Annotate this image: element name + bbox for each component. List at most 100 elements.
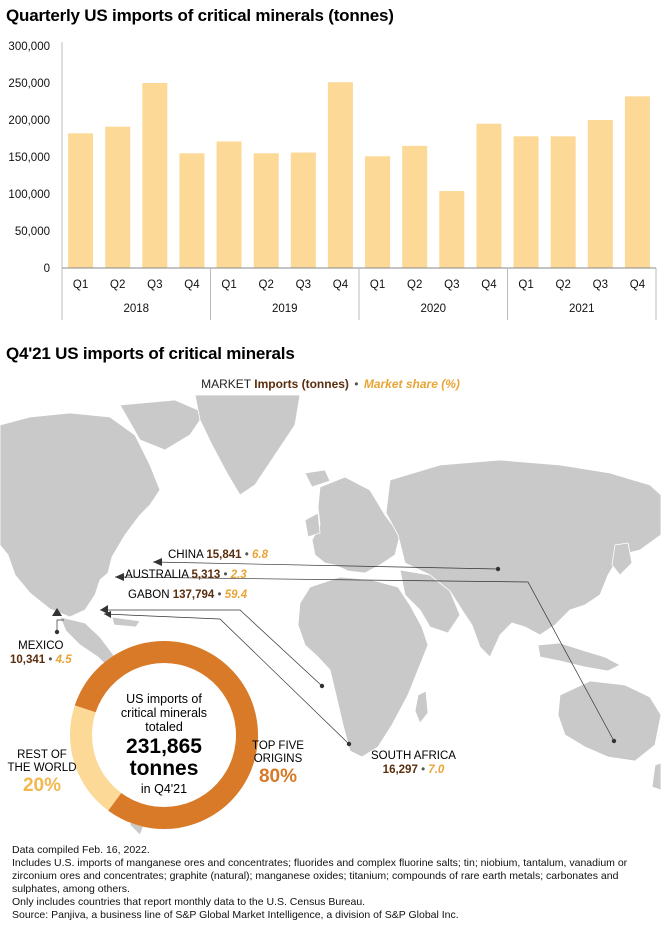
asia-shape xyxy=(385,459,661,658)
bar-chart: 0 50,000 100,000 150,000 200,000 250,000 300,0… xyxy=(8,41,657,320)
x-tick-label: Q2 xyxy=(110,279,125,291)
x-tick-label: Q4 xyxy=(481,279,497,291)
south-africa-marker xyxy=(346,741,352,747)
bar-5 xyxy=(216,141,242,268)
y-tick-label: 50,000 xyxy=(15,226,50,238)
x-tick-label: Q4 xyxy=(184,279,200,291)
south-africa-leader-line xyxy=(103,613,350,745)
africa-shape xyxy=(297,576,429,758)
legend-market: MARKET xyxy=(201,377,251,391)
bar-1 xyxy=(68,133,94,268)
x-tick-label: Q3 xyxy=(444,279,459,291)
x-tick-label: Q4 xyxy=(630,279,646,291)
world-map xyxy=(0,395,661,836)
label-south-africa: SOUTH AFRICA 16,297 • 7.0 xyxy=(371,750,456,776)
donut-center-text: US imports of critical minerals totaled … xyxy=(104,692,224,796)
gabon-leader-line xyxy=(100,609,323,687)
x-tick-label: Q3 xyxy=(296,279,311,291)
bar-3 xyxy=(142,83,168,268)
australia-leader-line xyxy=(114,576,615,742)
map-title: Q4'21 US imports of critical minerals xyxy=(6,344,295,363)
donut-total: 231,865 xyxy=(126,735,202,758)
australia-arrowhead xyxy=(115,573,124,581)
map-legend: MARKET Imports (tonnes) • Market share (… xyxy=(0,377,661,391)
bar-12 xyxy=(476,123,502,268)
southeast-asia-shape xyxy=(537,642,621,672)
bar-2 xyxy=(105,126,131,268)
donut-period: in Q4'21 xyxy=(140,782,188,796)
china-marker xyxy=(495,566,501,572)
donut-top-label: TOP FIVE ORIGINS 80% xyxy=(246,740,310,788)
bar-10 xyxy=(402,145,428,268)
mexico-arrowhead xyxy=(52,608,62,616)
gabon-marker xyxy=(319,683,325,689)
x-tick-label: Q4 xyxy=(333,279,349,291)
y-tick-label: 250,000 xyxy=(8,78,50,90)
note-includes: Includes U.S. imports of manganese ores … xyxy=(12,857,628,895)
x-tick-label: Q1 xyxy=(73,279,88,291)
label-china: CHINA 15,841 • 6.8 xyxy=(168,549,268,561)
note-source: Source: Panjiva, a business line of S&P … xyxy=(12,909,459,921)
bar-11 xyxy=(439,191,465,268)
bar-15 xyxy=(587,120,613,268)
europe-shape xyxy=(311,476,401,574)
australia-marker xyxy=(611,738,617,744)
donut-unit: tonnes xyxy=(129,757,199,780)
legend-imports: Imports (tonnes) xyxy=(254,377,349,391)
x-tick-label: Q2 xyxy=(556,279,571,291)
label-mexico: MEXICO 10,341 • 4.5 xyxy=(10,640,72,666)
bar-8 xyxy=(327,82,353,268)
donut-rest-label: REST OF THE WORLD 20% xyxy=(7,749,77,796)
gabon-arrowhead xyxy=(100,605,108,614)
label-australia: AUSTRALIA 5,313 • 2.3 xyxy=(125,569,247,581)
iceland-shape xyxy=(304,469,331,488)
caribbean-shape xyxy=(111,616,141,628)
y-tick-label: 0 xyxy=(44,263,50,275)
south-africa-arrowhead xyxy=(104,611,111,618)
greenland-shape xyxy=(194,395,301,496)
china-leader-line xyxy=(152,561,499,570)
madagascar-shape xyxy=(414,690,429,724)
bar-13 xyxy=(513,136,539,268)
year-label: 2020 xyxy=(420,303,446,315)
australia-shape xyxy=(557,680,661,762)
donut-chart xyxy=(70,641,259,829)
y-tick-label: 300,000 xyxy=(8,41,50,53)
bar-16 xyxy=(624,96,650,268)
bar-14 xyxy=(550,136,576,268)
donut-rest-pct: 20% xyxy=(22,775,62,796)
x-tick-label: Q2 xyxy=(407,279,422,291)
bar-4 xyxy=(179,153,205,268)
bar-6 xyxy=(253,153,279,268)
year-label: 2021 xyxy=(569,303,595,315)
donut-slice-rest xyxy=(70,705,122,811)
japan-shape xyxy=(611,542,633,576)
donut-backdrop xyxy=(70,641,258,829)
note-countries: Only includes countries that report mont… xyxy=(12,896,366,908)
footnotes: Data compiled Feb. 16, 2022. Includes U.… xyxy=(12,844,657,922)
x-tick-label: Q1 xyxy=(518,279,533,291)
new-zealand-shape xyxy=(651,762,661,791)
x-tick-label: Q1 xyxy=(370,279,385,291)
y-tick-label: 100,000 xyxy=(8,189,50,201)
donut-top-pct: 80% xyxy=(258,766,298,787)
x-tick-label: Q3 xyxy=(593,279,608,291)
x-tick-label: Q1 xyxy=(221,279,236,291)
bar-chart-title: Quarterly US imports of critical mineral… xyxy=(6,6,394,25)
label-gabon: GABON 137,794 • 59.4 xyxy=(128,589,248,601)
y-tick-label: 200,000 xyxy=(8,115,50,127)
y-tick-label: 150,000 xyxy=(8,152,50,164)
x-tick-label: Q3 xyxy=(147,279,162,291)
north-america-shape xyxy=(0,412,161,618)
note-compiled: Data compiled Feb. 16, 2022. xyxy=(12,844,150,856)
bar-7 xyxy=(290,152,316,268)
mexico-leader-line xyxy=(56,619,64,632)
uk-shape xyxy=(304,512,321,538)
china-arrowhead xyxy=(153,558,162,566)
year-label: 2019 xyxy=(272,303,298,315)
legend-separator: • xyxy=(354,377,359,391)
arctic-islands-shape xyxy=(119,399,206,451)
year-label: 2018 xyxy=(123,303,149,315)
legend-share: Market share (%) xyxy=(363,377,460,391)
bar-9 xyxy=(365,156,391,268)
